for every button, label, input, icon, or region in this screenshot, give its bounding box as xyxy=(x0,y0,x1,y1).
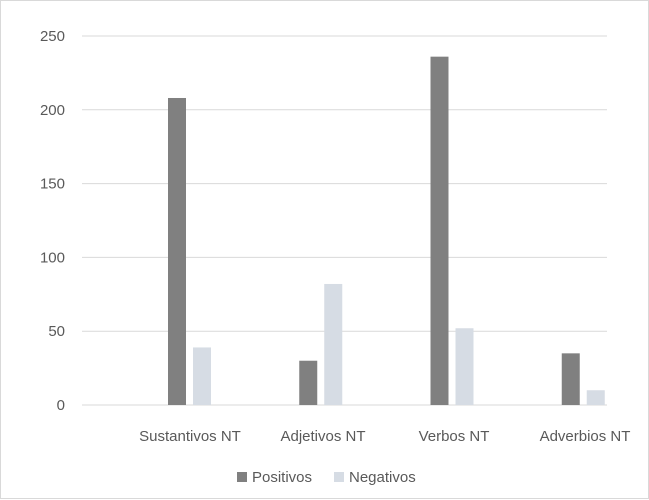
x-tick-label: Sustantivos NT xyxy=(139,428,241,445)
legend-swatch-negativos xyxy=(334,472,344,482)
bar-positivos-1 xyxy=(299,360,318,405)
bar-negativos-3 xyxy=(586,390,605,405)
bar-positivos-3 xyxy=(561,353,580,405)
y-axis: 0 50 100 150 200 250 xyxy=(40,28,65,414)
y-tick-label: 50 xyxy=(48,323,65,340)
x-axis: Sustantivos NT Adjetivos NT Verbos NT Adver… xyxy=(139,428,630,445)
y-tick-label: 150 xyxy=(40,176,65,193)
bars xyxy=(168,56,605,405)
legend-label-positivos: Positivos xyxy=(252,469,312,486)
legend-swatch-positivos xyxy=(237,472,247,482)
gridlines xyxy=(82,35,607,406)
y-tick-label: 250 xyxy=(40,28,65,45)
legend-label-negativos: Negativos xyxy=(349,469,416,486)
bar-positivos-2 xyxy=(430,56,449,405)
y-tick-label: 0 xyxy=(57,397,65,414)
bar-negativos-2 xyxy=(455,328,474,405)
x-tick-label: Adverbios NT xyxy=(540,428,631,445)
bar-negativos-0 xyxy=(193,347,211,405)
legend: Positivos Negativos xyxy=(237,469,416,486)
x-tick-label: Adjetivos NT xyxy=(280,428,365,445)
x-tick-label: Verbos NT xyxy=(419,428,490,445)
bar-negativos-1 xyxy=(324,283,343,405)
y-tick-label: 100 xyxy=(40,249,65,266)
y-tick-label: 200 xyxy=(40,102,65,119)
bar-positivos-0 xyxy=(168,97,186,405)
